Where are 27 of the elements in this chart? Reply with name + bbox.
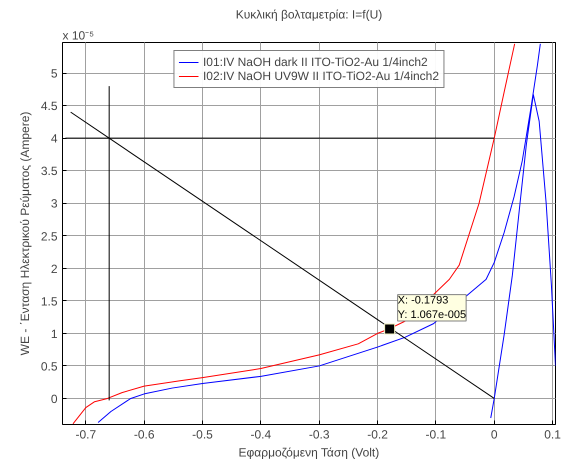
y-tick-label: 4: [50, 132, 58, 146]
x-tick-label: -0.5: [192, 428, 214, 442]
x-tick-label: -0.3: [308, 428, 330, 442]
x-tick-label: -0.1: [426, 428, 447, 442]
x-tick-label: -0.4: [250, 428, 272, 442]
x-axis-title: Εφαρμοζόμενη Τάση (Volt): [238, 446, 380, 460]
x-tick-label: 0.1: [544, 428, 562, 442]
x-tick-label: 0: [490, 428, 498, 442]
x-tick-label: -0.7: [76, 428, 96, 442]
y-tick-label: 0: [50, 392, 58, 406]
legend-label: I01:IV NaOH dark II ITO-TiO2-Au 1/4inch2: [202, 55, 428, 69]
x-tick-label: -0.6: [134, 428, 155, 442]
y-tick-label: 2: [50, 262, 58, 276]
text: x 10⁻⁵: [62, 28, 94, 42]
y-tick-label: 4.5: [40, 99, 58, 114]
y-tick-label: 1: [50, 326, 58, 341]
y-tick-label: 0.5: [40, 359, 58, 374]
y-tick-label: 3.5: [40, 164, 58, 178]
y-tick-label: 5: [50, 66, 58, 81]
y-axis-title: WE - ΄Ενταση Ηλεκτρικού Ρεύματος (Ampere): [18, 112, 32, 356]
y-tick-label: 3: [50, 196, 58, 211]
y-tick-label: 1.5: [40, 294, 58, 308]
chart-title: Κυκλική βολταμετρία: I=f(U): [236, 8, 382, 22]
x-tick-label: -0.2: [367, 428, 388, 442]
legend-label: I02:IV NaOH UV9W II ITO-TiO2-Au 1/4inch2: [202, 69, 440, 83]
annotation: X: -0.1793 Y: 1.067e-005: [398, 294, 466, 322]
y-tick-label: 2.5: [40, 229, 58, 244]
